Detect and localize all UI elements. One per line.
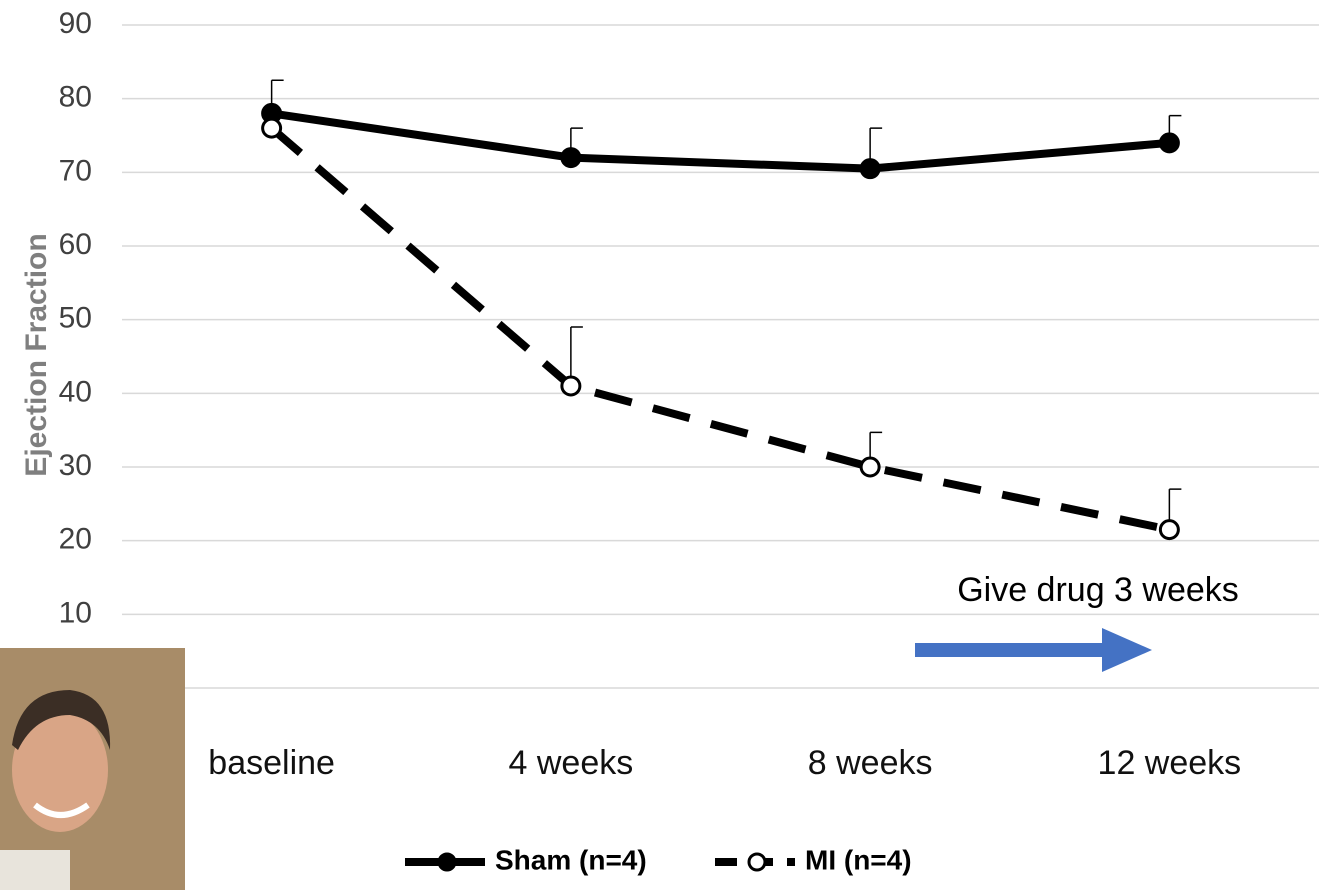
marker: [562, 149, 580, 167]
y-tick-label: 80: [59, 81, 92, 114]
y-tick-label: 60: [59, 228, 92, 261]
marker: [861, 160, 879, 178]
legend-label: MI (n=4): [805, 844, 912, 875]
y-tick-label: 90: [59, 7, 92, 40]
legend-marker: [439, 854, 455, 870]
marker: [861, 458, 879, 476]
annotation: Give drug 3 weeks: [957, 571, 1239, 609]
marker: [1160, 134, 1178, 152]
chart: Ejection Fraction Give drug 3 weeks 10 20…: [0, 0, 1319, 890]
y-tick-label: 10: [59, 596, 92, 629]
x-tick-label: 4 weeks: [509, 744, 634, 782]
annotation-arrowhead: [1102, 628, 1152, 672]
marker: [562, 377, 580, 395]
x-tick-label: baseline: [208, 744, 335, 782]
photo: [0, 648, 185, 890]
series-line: [272, 113, 1170, 168]
legend-item: MI (n=4): [715, 844, 912, 875]
y-tick-label: 40: [59, 375, 92, 408]
marker: [263, 119, 281, 137]
y-tick-label: 20: [59, 523, 92, 556]
y-tick-label: 50: [59, 302, 92, 335]
y-tick-label: 30: [59, 449, 92, 482]
x-tick-label: 12 weeks: [1098, 744, 1242, 782]
legend-marker: [749, 854, 765, 870]
marker: [1160, 521, 1178, 539]
series-line: [272, 128, 1170, 529]
y-axis-label: Ejection Fraction: [20, 233, 53, 476]
legend-label: Sham (n=4): [495, 844, 647, 875]
y-tick-label: 70: [59, 154, 92, 187]
legend-item: Sham (n=4): [405, 844, 647, 875]
x-tick-label: 8 weeks: [808, 744, 933, 782]
